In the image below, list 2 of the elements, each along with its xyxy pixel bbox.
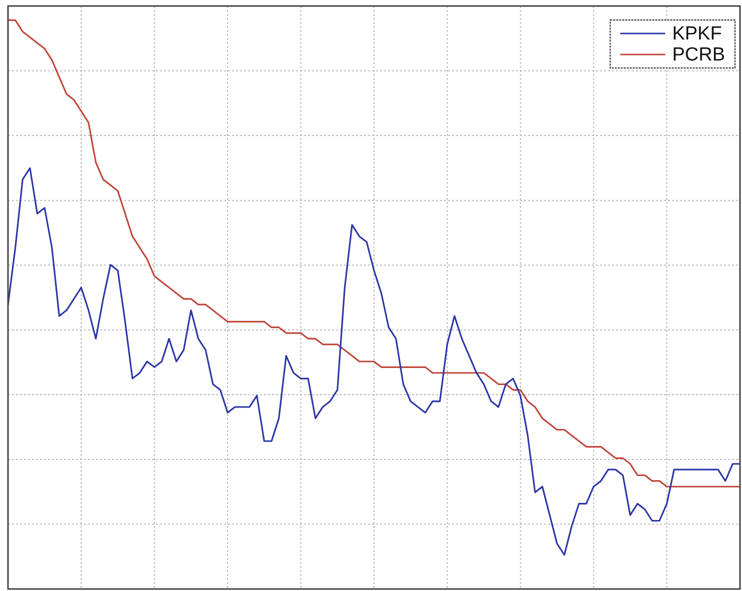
legend-label: KPKF xyxy=(672,24,722,45)
legend-label: PCRB xyxy=(672,44,726,66)
